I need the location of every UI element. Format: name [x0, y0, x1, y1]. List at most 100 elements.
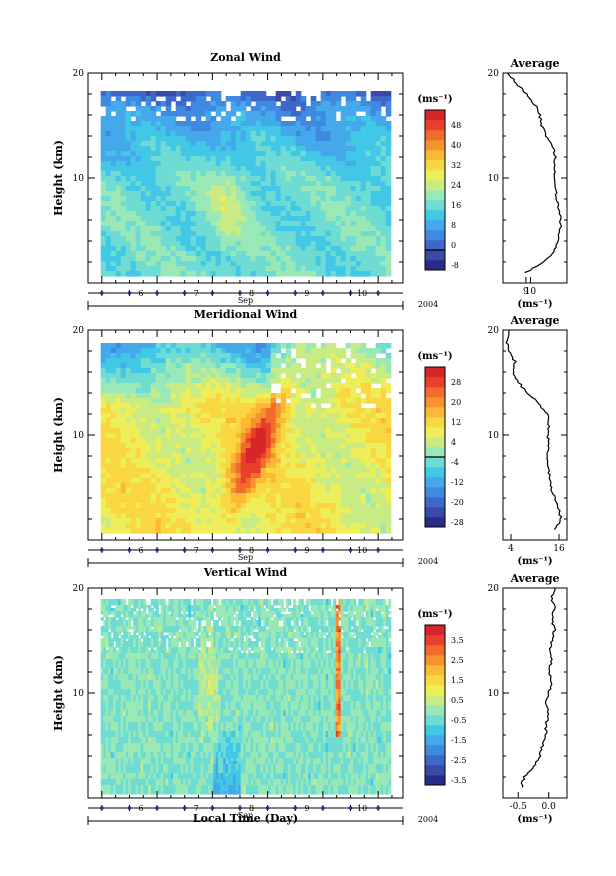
heatmap-cell — [295, 508, 302, 514]
profile-line — [507, 72, 563, 274]
heatmap-cell — [155, 398, 162, 404]
heatmap-cell — [165, 271, 172, 277]
heatmap-cell — [290, 418, 297, 424]
heatmap-cell — [205, 201, 212, 207]
heatmap-cell — [320, 528, 327, 534]
heatmap-cell — [270, 196, 277, 202]
heatmap-cell — [245, 171, 252, 177]
heatmap-cell — [265, 131, 272, 137]
heatmap-cell — [165, 261, 172, 267]
heatmap-cell — [130, 358, 137, 364]
heatmap-cell — [100, 473, 107, 479]
heatmap-cell — [150, 196, 157, 202]
heatmap-cell — [230, 363, 237, 369]
heatmap-cell — [295, 151, 302, 157]
heatmap-cell — [160, 161, 167, 167]
heatmap-cell — [360, 271, 367, 277]
heatmap-cell — [170, 388, 177, 394]
heatmap-cell — [190, 141, 197, 147]
heatmap-cell — [265, 121, 272, 127]
heatmap-cell — [380, 358, 387, 364]
heatmap-cell — [205, 438, 212, 444]
heatmap-cell — [115, 101, 122, 107]
heatmap-cell — [145, 256, 152, 262]
heatmap-cell — [280, 418, 287, 424]
heatmap-cell — [250, 498, 257, 504]
heatmap-cell — [240, 201, 247, 207]
heatmap-cell — [260, 378, 267, 384]
heatmap-cell — [305, 388, 312, 394]
heatmap-cell — [120, 423, 127, 429]
heatmap-cell — [335, 498, 342, 504]
heatmap-cell — [100, 608, 104, 612]
heatmap-cell — [325, 448, 332, 454]
heatmap-cell — [130, 251, 137, 257]
heatmap-cell — [215, 383, 222, 389]
heatmap-cell — [145, 96, 152, 102]
heatmap-cell — [290, 181, 297, 187]
heatmap-cell — [220, 216, 227, 222]
heatmap-cell — [145, 513, 152, 519]
heatmap-cell — [135, 488, 142, 494]
heatmap-cell — [165, 136, 172, 142]
heatmap-cell — [220, 418, 227, 424]
heatmap-cell — [370, 518, 377, 524]
heatmap-cell — [280, 91, 287, 97]
heatmap-cell — [130, 458, 137, 464]
heatmap-cell — [355, 151, 362, 157]
heatmap-cell — [225, 121, 232, 127]
heatmap-cell — [275, 196, 282, 202]
heatmap-cell — [130, 398, 137, 404]
heatmap-cell — [325, 508, 332, 514]
heatmap-cell — [250, 206, 257, 212]
heatmap-cell — [195, 488, 202, 494]
heatmap-cell — [265, 161, 272, 167]
heatmap-cell — [380, 241, 387, 247]
heatmap-cell — [375, 468, 382, 474]
heatmap-cell — [155, 463, 162, 469]
heatmap-cell — [345, 226, 352, 232]
heatmap-cell — [220, 423, 227, 429]
heatmap-cell — [250, 378, 257, 384]
heatmap-cell — [380, 468, 387, 474]
heatmap-cell — [190, 206, 197, 212]
heatmap-cell — [245, 181, 252, 187]
heatmap-cell — [245, 393, 252, 399]
heatmap-cell — [320, 518, 327, 524]
heatmap-cell — [280, 513, 287, 519]
heatmap-cell — [150, 266, 157, 272]
heatmap-cell — [185, 131, 192, 137]
heatmap-cell — [290, 508, 297, 514]
heatmap-cell — [260, 121, 267, 127]
heatmap-cell — [245, 428, 252, 434]
heatmap-cell — [365, 443, 372, 449]
heatmap-cell — [135, 413, 142, 419]
heatmap-cell — [160, 206, 167, 212]
heatmap-cell — [365, 398, 372, 404]
heatmap-cell — [325, 136, 332, 142]
heatmap-cell — [115, 686, 119, 690]
heatmap-cell — [265, 363, 272, 369]
heatmap-cell — [105, 453, 112, 459]
heatmap-cell — [170, 528, 177, 534]
heatmap-cell — [125, 251, 132, 257]
heatmap-cell — [175, 463, 182, 469]
heatmap-cell — [240, 141, 247, 147]
heatmap-cell — [160, 196, 167, 202]
heatmap-cell — [145, 136, 152, 142]
heatmap-cell — [125, 448, 132, 454]
heatmap-cell — [200, 353, 207, 359]
heatmap-cell — [155, 151, 162, 157]
heatmap-cell — [205, 191, 212, 197]
heatmap-cell — [340, 453, 347, 459]
heatmap-cell — [165, 408, 172, 414]
heatmap-cell — [105, 131, 112, 137]
heatmap-cell — [290, 488, 297, 494]
heatmap-cell — [240, 111, 247, 117]
heatmap-cell — [280, 191, 287, 197]
heatmap-cell — [100, 746, 104, 750]
heatmap-cell — [190, 358, 197, 364]
heatmap-cell — [115, 483, 122, 489]
heatmap-cell — [275, 156, 282, 162]
heatmap-cell — [220, 121, 227, 127]
